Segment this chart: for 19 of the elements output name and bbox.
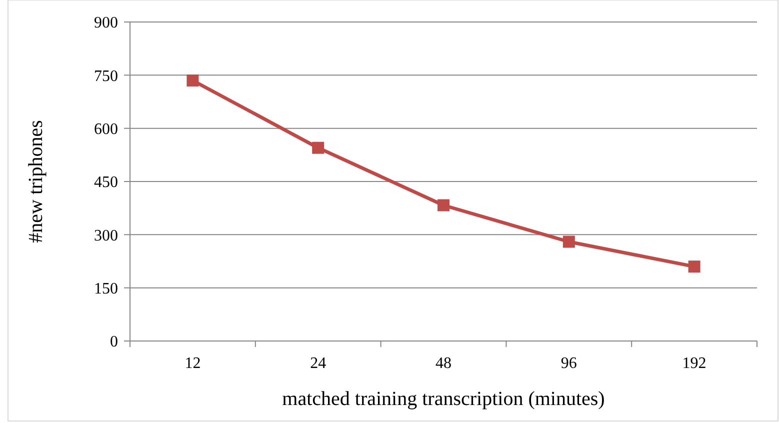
point (688, 260, 700, 273)
point (438, 199, 450, 212)
y-tick-label: 300 (94, 227, 118, 244)
x-tick-label: 24 (310, 355, 326, 372)
point (562, 236, 575, 248)
x-axis-title: matched training transcription (minutes) (282, 388, 605, 410)
x-tick-label: 96 (560, 355, 577, 372)
y-tick-label: 900 (94, 14, 118, 32)
y-tick-label: 450 (94, 174, 118, 192)
y-tick-label: 150 (94, 280, 118, 298)
y-tick-label: 750 (94, 68, 118, 85)
y-tick-label: 0 (110, 334, 118, 351)
point (186, 74, 199, 86)
x-tick-label: 12 (184, 355, 201, 372)
y-tick-label: 600 (94, 120, 118, 138)
x-tick-label: 192 (682, 355, 706, 372)
point (312, 142, 324, 154)
y-axis-title: #new triphones (25, 120, 47, 243)
x-tick-label: 48 (436, 355, 452, 372)
